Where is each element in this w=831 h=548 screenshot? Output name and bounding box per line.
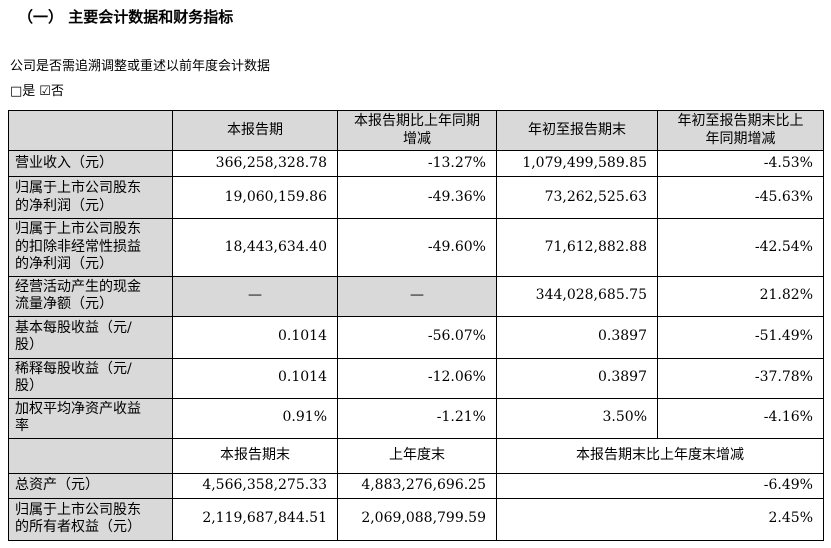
row-label: 归属于上市公司股东的净利润（元） (8, 176, 173, 220)
cell-end-current: 2,119,687,844.51 (172, 497, 338, 541)
cell-change: 2.45% (496, 497, 824, 541)
row-label: 总资产（元） (8, 472, 173, 499)
cell-ytd: 0.3897 (496, 357, 658, 399)
cell-end-current: 4,566,358,275.33 (172, 472, 338, 499)
table-row-basic-eps: 基本每股收益（元/股） 0.1014 -56.07% 0.3897 -51.49… (8, 315, 824, 359)
cell-ytd: 344,028,685.75 (496, 275, 658, 317)
checkbox-no: ☑否 (39, 83, 64, 99)
row-label: 基本每股收益（元/股） (8, 315, 173, 359)
row-label: 经营活动产生的现金流量净额（元） (8, 275, 173, 317)
cell-yoy-dash: — (337, 275, 497, 317)
cell-ytd-yoy: 21.82% (657, 275, 824, 317)
row-label: 营业收入（元） (8, 150, 173, 178)
cell-ytd-yoy: -4.53% (657, 150, 824, 178)
table-row-shareholders-equity: 归属于上市公司股东的所有者权益（元） 2,119,687,844.51 2,06… (8, 497, 824, 541)
cell-ytd-yoy: -45.63% (657, 176, 824, 220)
table-row-net-profit: 归属于上市公司股东的净利润（元） 19,060,159.86 -49.36% 7… (8, 176, 824, 220)
header-current-period-yoy: 本报告期比上年同期增减 (337, 110, 497, 152)
cell-ytd: 1,079,499,589.85 (496, 150, 658, 178)
period-header-row: 本报告期 本报告期比上年同期增减 年初至报告期末 年初至报告期末比上年同期增减 (8, 110, 824, 152)
restatement-question: 公司是否需追溯调整或重述以前年度会计数据 (10, 59, 271, 74)
cell-current: 0.1014 (172, 315, 338, 359)
checkbox-line: □是 ☑否 (10, 84, 831, 100)
cell-ytd: 73,262,525.63 (496, 176, 658, 220)
cell-yoy: -1.21% (337, 397, 497, 439)
cell-yoy: -12.06% (337, 357, 497, 399)
cell-yoy: -13.27% (337, 150, 497, 178)
table-row-revenue: 营业收入（元） 366,258,328.78 -13.27% 1,079,499… (8, 150, 824, 178)
table-row-net-profit-excl-nonrecurring: 归属于上市公司股东的扣除非经常性损益的净利润（元） 18,443,634.40 … (8, 218, 824, 277)
cell-ytd-yoy: -4.16% (657, 397, 824, 439)
cell-current: 366,258,328.78 (172, 150, 338, 178)
cell-ytd: 0.3897 (496, 315, 658, 359)
header-period-end: 本报告期末 (172, 437, 338, 474)
cell-yoy: -49.36% (337, 176, 497, 220)
cell-ytd: 71,612,882.88 (496, 218, 658, 277)
cell-ytd-yoy: -37.78% (657, 357, 824, 399)
row-label: 加权平均净资产收益率 (8, 397, 173, 439)
checkbox-yes: □是 (10, 83, 36, 99)
row-label: 归属于上市公司股东的所有者权益（元） (8, 497, 173, 541)
cell-yoy: -56.07% (337, 315, 497, 359)
table-row-total-assets: 总资产（元） 4,566,358,275.33 4,883,276,696.25… (8, 472, 824, 499)
cell-current: 18,443,634.40 (172, 218, 338, 277)
table-row-weighted-avg-roe: 加权平均净资产收益率 0.91% -1.21% 3.50% -4.16% (8, 397, 824, 439)
cell-current: 0.1014 (172, 357, 338, 399)
header-period-end-change: 本报告期末比上年度末增减 (496, 437, 824, 474)
header-prev-yearend: 上年度末 (337, 437, 497, 474)
cell-ytd-yoy: -51.49% (657, 315, 824, 359)
header-ytd: 年初至报告期末 (496, 110, 658, 152)
yearend-header-row: 本报告期末 上年度末 本报告期末比上年度末增减 (8, 437, 824, 474)
blank-header-cell (8, 110, 173, 152)
cell-end-prev: 4,883,276,696.25 (337, 472, 497, 499)
cell-end-prev: 2,069,088,799.59 (337, 497, 497, 541)
blank-header-cell (8, 437, 173, 474)
header-ytd-yoy: 年初至报告期末比上年同期增减 (657, 110, 824, 152)
row-label: 归属于上市公司股东的扣除非经常性损益的净利润（元） (8, 218, 173, 277)
table-row-diluted-eps: 稀释每股收益（元/股） 0.1014 -12.06% 0.3897 -37.78… (8, 357, 824, 399)
cell-ytd: 3.50% (496, 397, 658, 439)
row-label: 稀释每股收益（元/股） (8, 357, 173, 399)
cell-current: 0.91% (172, 397, 338, 439)
section-title: （一） 主要会计数据和财务指标 (18, 8, 234, 26)
table-row-operating-cash-flow: 经营活动产生的现金流量净额（元） — — 344,028,685.75 21.8… (8, 275, 824, 317)
financial-indicators-table: 本报告期 本报告期比上年同期增减 年初至报告期末 年初至报告期末比上年同期增减 … (8, 110, 824, 541)
report-page: （一） 主要会计数据和财务指标 公司是否需追溯调整或重述以前年度会计数据 □是 ☑… (0, 8, 831, 541)
cell-current: 19,060,159.86 (172, 176, 338, 220)
cell-ytd-yoy: -42.54% (657, 218, 824, 277)
header-current-period: 本报告期 (172, 110, 338, 152)
cell-current-dash: — (172, 275, 338, 317)
cell-yoy: -49.60% (337, 218, 497, 277)
cell-change: -6.49% (496, 472, 824, 499)
